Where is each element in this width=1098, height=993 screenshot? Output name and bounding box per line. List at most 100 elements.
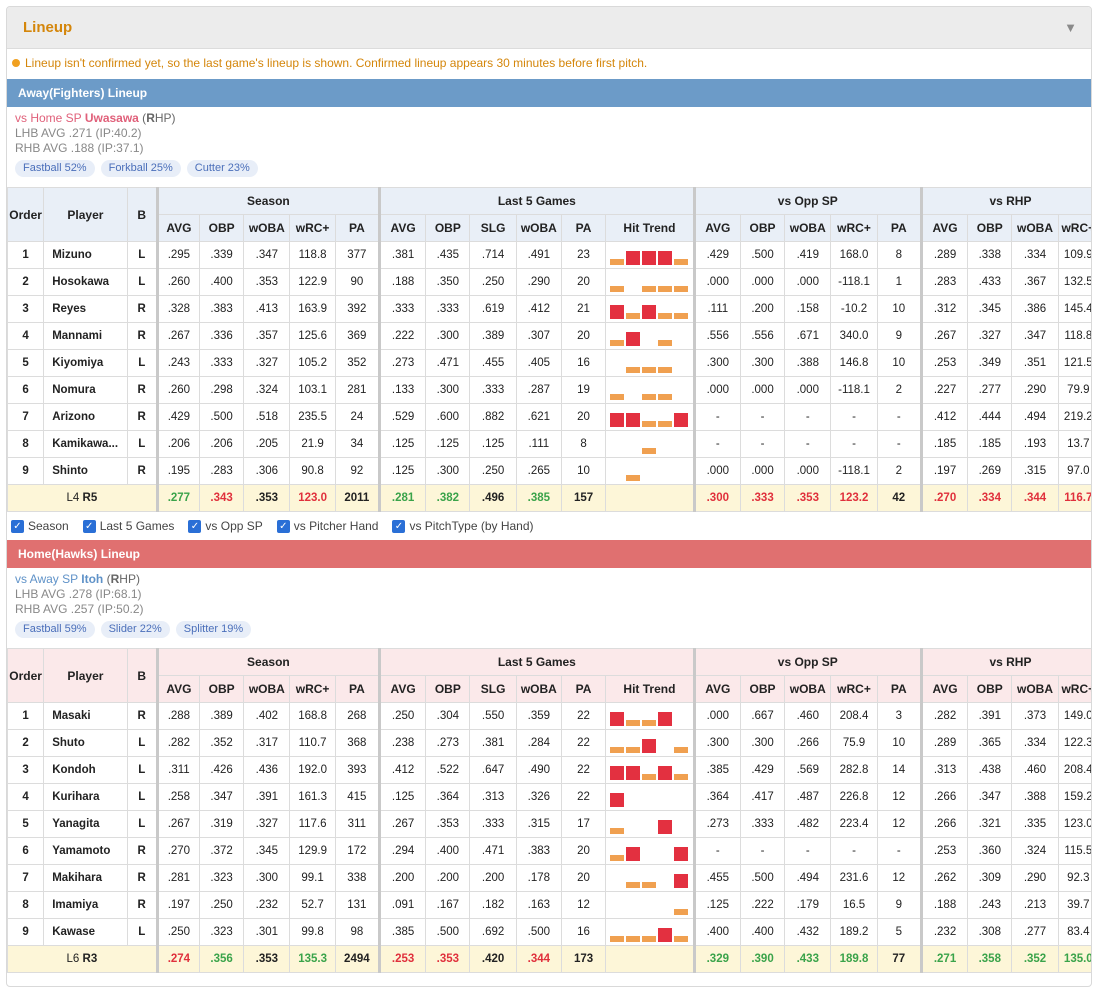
player-name[interactable]: Shinto	[43, 457, 128, 485]
season-stat: 172	[334, 837, 381, 865]
col-header[interactable]: wOBA	[1011, 675, 1059, 703]
filter-last5[interactable]: ✓ Last 5 Games	[82, 519, 174, 533]
col-header[interactable]: Hit Trend	[605, 214, 695, 242]
panel-header[interactable]: Lineup ▼	[7, 7, 1091, 49]
player-name[interactable]: Nomura	[43, 376, 128, 404]
filter-season[interactable]: ✓ Season	[11, 519, 69, 533]
filter-vs-opp-sp[interactable]: ✓ vs Opp SP	[188, 519, 263, 533]
filter-vs-pitcher-hand[interactable]: ✓ vs Pitcher Hand	[276, 519, 378, 533]
player-name[interactable]: Mizuno	[43, 241, 128, 269]
col-header[interactable]: OBP	[425, 675, 471, 703]
player-name[interactable]: Arizono	[43, 403, 128, 431]
col-header[interactable]: PA	[876, 214, 922, 242]
col-header[interactable]: wRC+	[289, 214, 336, 242]
col-header[interactable]: OBP	[198, 675, 245, 703]
col-header[interactable]: wOBA	[784, 214, 832, 242]
vs-hand-stat: .373	[1011, 702, 1059, 730]
col-header[interactable]: AVG	[155, 214, 201, 242]
vs-opp-sp-stat: 5	[876, 918, 922, 946]
checkbox-checked-icon[interactable]: ✓	[276, 519, 290, 533]
vs-opp-sp-stat: 168.0	[830, 241, 878, 269]
col-header[interactable]: PA	[876, 675, 922, 703]
col-header[interactable]: OBP	[425, 214, 471, 242]
player-name[interactable]: Kawase	[43, 918, 128, 946]
player-name[interactable]: Kondoh	[43, 756, 128, 784]
vs-opp-sp-stat: .333	[739, 810, 786, 838]
col-header[interactable]: wRC+	[830, 214, 878, 242]
col-header[interactable]: wOBA	[515, 214, 562, 242]
col-header[interactable]: wOBA	[515, 675, 562, 703]
col-header[interactable]: AVG	[919, 214, 969, 242]
vs-opp-sp-stat: -118.1	[830, 268, 878, 296]
col-header[interactable]: Hit Trend	[605, 675, 695, 703]
checkbox-checked-icon[interactable]: ✓	[392, 519, 406, 533]
last5-stat: .381	[377, 241, 427, 269]
col-header[interactable]: AVG	[377, 214, 427, 242]
col-header[interactable]: SLG	[469, 675, 517, 703]
vs-opp-sp-stat: 2	[876, 457, 922, 485]
season-stat: .328	[155, 295, 201, 323]
player-name[interactable]: Hosokawa	[43, 268, 128, 296]
col-header[interactable]: PA	[334, 675, 381, 703]
last5-stat: .385	[377, 918, 427, 946]
last5-stat: .300	[425, 457, 471, 485]
player-name[interactable]: Makihara	[43, 864, 128, 892]
sp-name[interactable]: Itoh	[81, 572, 104, 586]
col-header[interactable]: wOBA	[243, 675, 291, 703]
player-name[interactable]: Masaki	[43, 702, 128, 730]
col-header[interactable]: SLG	[469, 214, 517, 242]
vs-opp-sp-stat: .300	[692, 349, 741, 377]
sp-hand: (RHP)	[103, 572, 140, 586]
vs-hand-stat: .321	[967, 810, 1013, 838]
player-name[interactable]: Imamiya	[43, 891, 128, 919]
player-name[interactable]: Kamikawa...	[43, 430, 128, 458]
table-row: 8 Kamikawa... L .206.206.205 21.9 34.125.125.…	[7, 430, 1091, 458]
player-name[interactable]: Kurihara	[43, 783, 128, 811]
total-season-stat: 135.3	[289, 945, 336, 973]
hit-trend-bars	[607, 842, 693, 861]
player-name[interactable]: Shuto	[43, 729, 128, 757]
player-name[interactable]: Reyes	[43, 295, 128, 323]
hit-trend-bar	[610, 448, 624, 454]
checkbox-checked-icon[interactable]: ✓	[11, 519, 24, 533]
vs-hand-stat: 219.2	[1057, 403, 1091, 431]
col-header[interactable]: OBP	[739, 675, 786, 703]
col-header[interactable]: PA	[560, 675, 607, 703]
col-header[interactable]: AVG	[377, 675, 427, 703]
col-header[interactable]: AVG	[692, 214, 741, 242]
hit-trend-bar	[610, 711, 625, 726]
vs-opp-sp-stat: .385	[692, 756, 741, 784]
col-header[interactable]: wRC+	[830, 675, 878, 703]
col-header[interactable]: AVG	[919, 675, 969, 703]
sp-name[interactable]: Uwasawa	[84, 111, 139, 125]
total-hit-trend	[605, 945, 695, 973]
checkbox-checked-icon[interactable]: ✓	[82, 519, 96, 533]
player-name[interactable]: Yanagita	[43, 810, 128, 838]
col-header[interactable]: wOBA	[243, 214, 291, 242]
season-stat: 103.1	[289, 376, 336, 404]
checkbox-checked-icon[interactable]: ✓	[188, 519, 202, 533]
col-header[interactable]: wRC+	[1057, 214, 1091, 242]
player-name[interactable]: Yamamoto	[43, 837, 128, 865]
vs-hand-stat: .438	[967, 756, 1013, 784]
col-header[interactable]: PA	[560, 214, 607, 242]
col-header[interactable]: wOBA	[1011, 214, 1059, 242]
vs-opp-sp-stat: -118.1	[830, 457, 878, 485]
col-header[interactable]: PA	[334, 214, 381, 242]
player-name[interactable]: Kiyomiya	[43, 349, 128, 377]
col-header[interactable]: OBP	[198, 214, 245, 242]
col-header[interactable]: wOBA	[784, 675, 832, 703]
vs-hand-stat: 115.5	[1057, 837, 1091, 865]
col-header[interactable]: wRC+	[289, 675, 336, 703]
col-header[interactable]: OBP	[967, 214, 1013, 242]
col-header[interactable]: OBP	[967, 675, 1013, 703]
col-header[interactable]: AVG	[155, 675, 201, 703]
away-lineup-section: Away(Fighters) Lineup vs Home SP Uwasawa …	[7, 79, 1091, 512]
player-name[interactable]: Mannami	[43, 322, 128, 350]
col-header[interactable]: OBP	[739, 214, 786, 242]
batting-order: 3	[7, 756, 45, 784]
col-header[interactable]: wRC+	[1057, 675, 1091, 703]
filter-vs-pitchtype[interactable]: ✓ vs PitchType (by Hand)	[392, 519, 534, 533]
collapse-caret-icon[interactable]: ▼	[1064, 20, 1077, 35]
col-header[interactable]: AVG	[692, 675, 741, 703]
